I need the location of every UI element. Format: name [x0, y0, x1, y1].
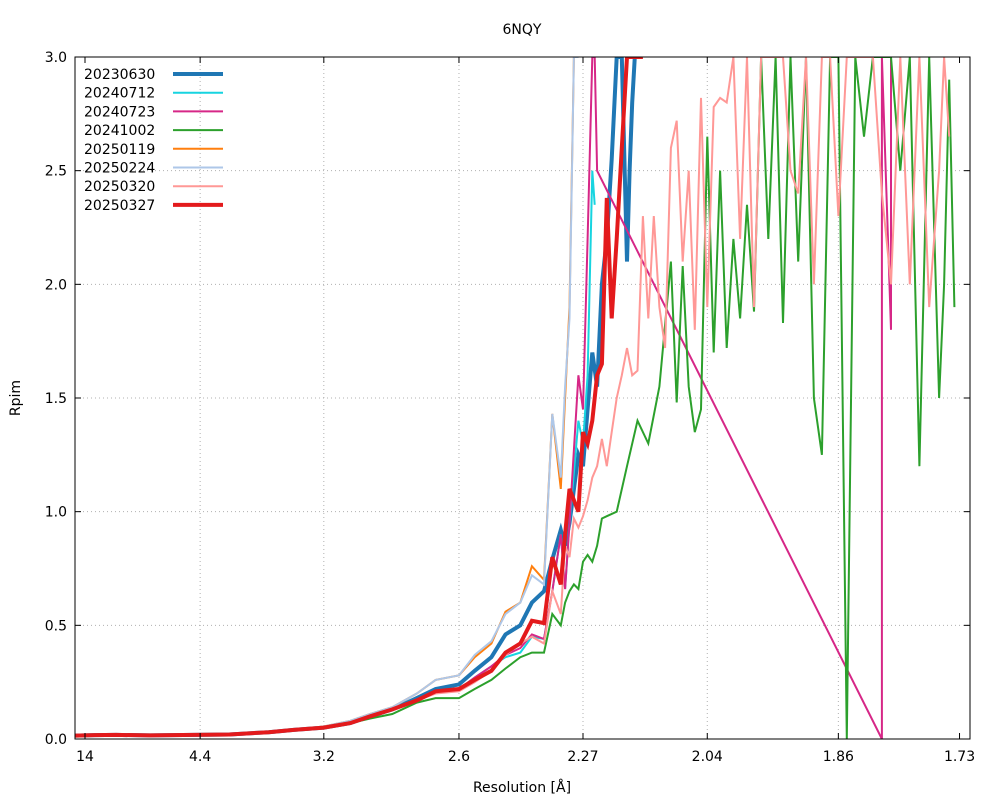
y-tick-label: 1.5: [45, 391, 67, 407]
legend-label: 20241002: [84, 123, 155, 139]
series-line-20250119: [75, 57, 579, 737]
legend-label: 20250119: [84, 142, 155, 158]
legend-label: 20250327: [84, 198, 155, 214]
legend: 20230630 20240712 20240723 20241002 20250119…: [84, 67, 223, 214]
y-tick-label: 2.5: [45, 164, 67, 180]
x-tick-label: 1.73: [944, 749, 975, 765]
x-tick-label: 4.4: [189, 749, 211, 765]
x-tick-label: 2.27: [567, 749, 598, 765]
series-line-20230630: [75, 57, 638, 738]
y-axis-ticks: 0.0 0.5 1.0 1.5 2.0 2.5 3.0: [45, 50, 970, 748]
legend-label: 20250320: [84, 179, 155, 195]
y-tick-label: 0.5: [45, 618, 67, 634]
series-line-20240712: [75, 170, 596, 737]
legend-label: 20250224: [84, 161, 155, 177]
series-lines: [75, 57, 956, 739]
y-axis-label: Rpim: [8, 380, 24, 416]
y-tick-label: 1.0: [45, 505, 67, 521]
x-tick-label: 2.04: [692, 749, 723, 765]
series-line-20250327: [75, 57, 643, 738]
series-line-20250224: [75, 57, 579, 737]
y-tick-label: 3.0: [45, 50, 67, 66]
x-tick-label: 1.86: [823, 749, 854, 765]
x-axis-label: Resolution [Å]: [473, 779, 571, 796]
legend-label: 20230630: [84, 67, 155, 83]
y-tick-label: 2.0: [45, 277, 67, 293]
legend-label: 20240712: [84, 86, 155, 102]
x-tick-label: 3.2: [313, 749, 335, 765]
x-tick-label: 2.6: [448, 749, 470, 765]
chart-title: 6NQY: [503, 22, 542, 38]
series-line-20250320: [75, 57, 951, 737]
legend-label: 20240723: [84, 104, 155, 120]
y-tick-label: 0.0: [45, 732, 67, 748]
x-axis-ticks: 14 4.4 3.2 2.6 2.27 2.04 1.86 1.73: [76, 57, 975, 765]
x-tick-label: 14: [76, 749, 94, 765]
series-line-20241002: [75, 57, 956, 739]
